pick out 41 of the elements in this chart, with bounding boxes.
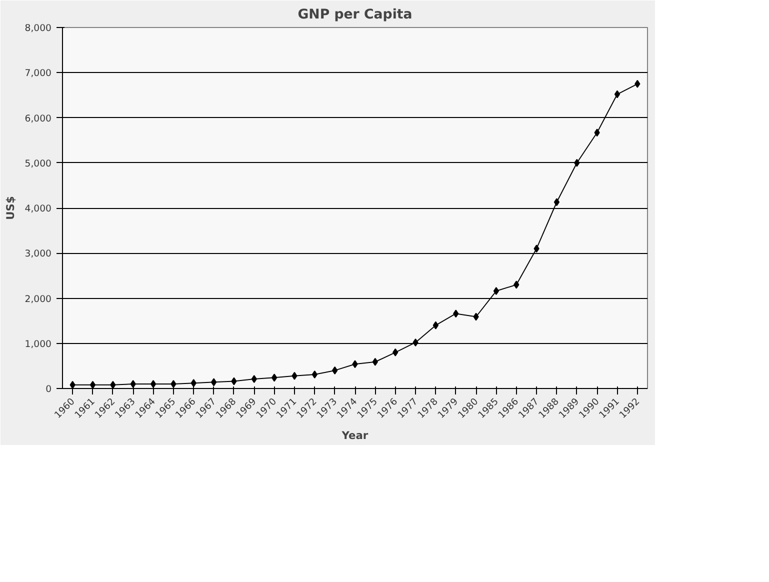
point <box>312 370 318 379</box>
point <box>210 378 217 386</box>
point <box>170 380 176 388</box>
point <box>352 360 358 368</box>
y-tick-label: 3,000 <box>24 248 52 260</box>
point <box>432 321 439 330</box>
point <box>534 244 540 253</box>
point <box>574 158 580 167</box>
point <box>130 380 136 388</box>
y-axis-title: US$ <box>4 196 17 220</box>
point <box>190 379 196 388</box>
point <box>554 198 560 206</box>
point <box>332 366 338 374</box>
point <box>150 380 156 388</box>
point <box>231 377 237 386</box>
y-tick-label: 6,000 <box>24 113 52 124</box>
point <box>70 380 76 388</box>
point <box>634 80 640 88</box>
point <box>473 312 479 321</box>
point <box>453 310 459 318</box>
y-tick-label: 8,000 <box>24 23 52 34</box>
point <box>392 348 398 356</box>
point <box>271 374 278 382</box>
point <box>412 338 418 346</box>
y-tick-label: 0 <box>46 384 52 395</box>
y-tick-label: 2,000 <box>24 294 52 305</box>
point <box>251 375 257 384</box>
point <box>594 128 600 137</box>
point <box>514 280 520 289</box>
y-tick-label: 7,000 <box>24 68 52 80</box>
point <box>372 358 378 366</box>
y-tick-label: 5,000 <box>24 158 52 170</box>
point <box>90 380 96 388</box>
point <box>292 372 298 380</box>
y-tick-label: 4,000 <box>24 204 52 214</box>
y-tick-label: 1,000 <box>24 338 52 350</box>
point <box>493 287 500 296</box>
x-axis-title: Year <box>340 429 369 442</box>
point <box>110 380 116 388</box>
chart-title: GNP per Capita <box>298 8 412 22</box>
point <box>614 90 620 98</box>
